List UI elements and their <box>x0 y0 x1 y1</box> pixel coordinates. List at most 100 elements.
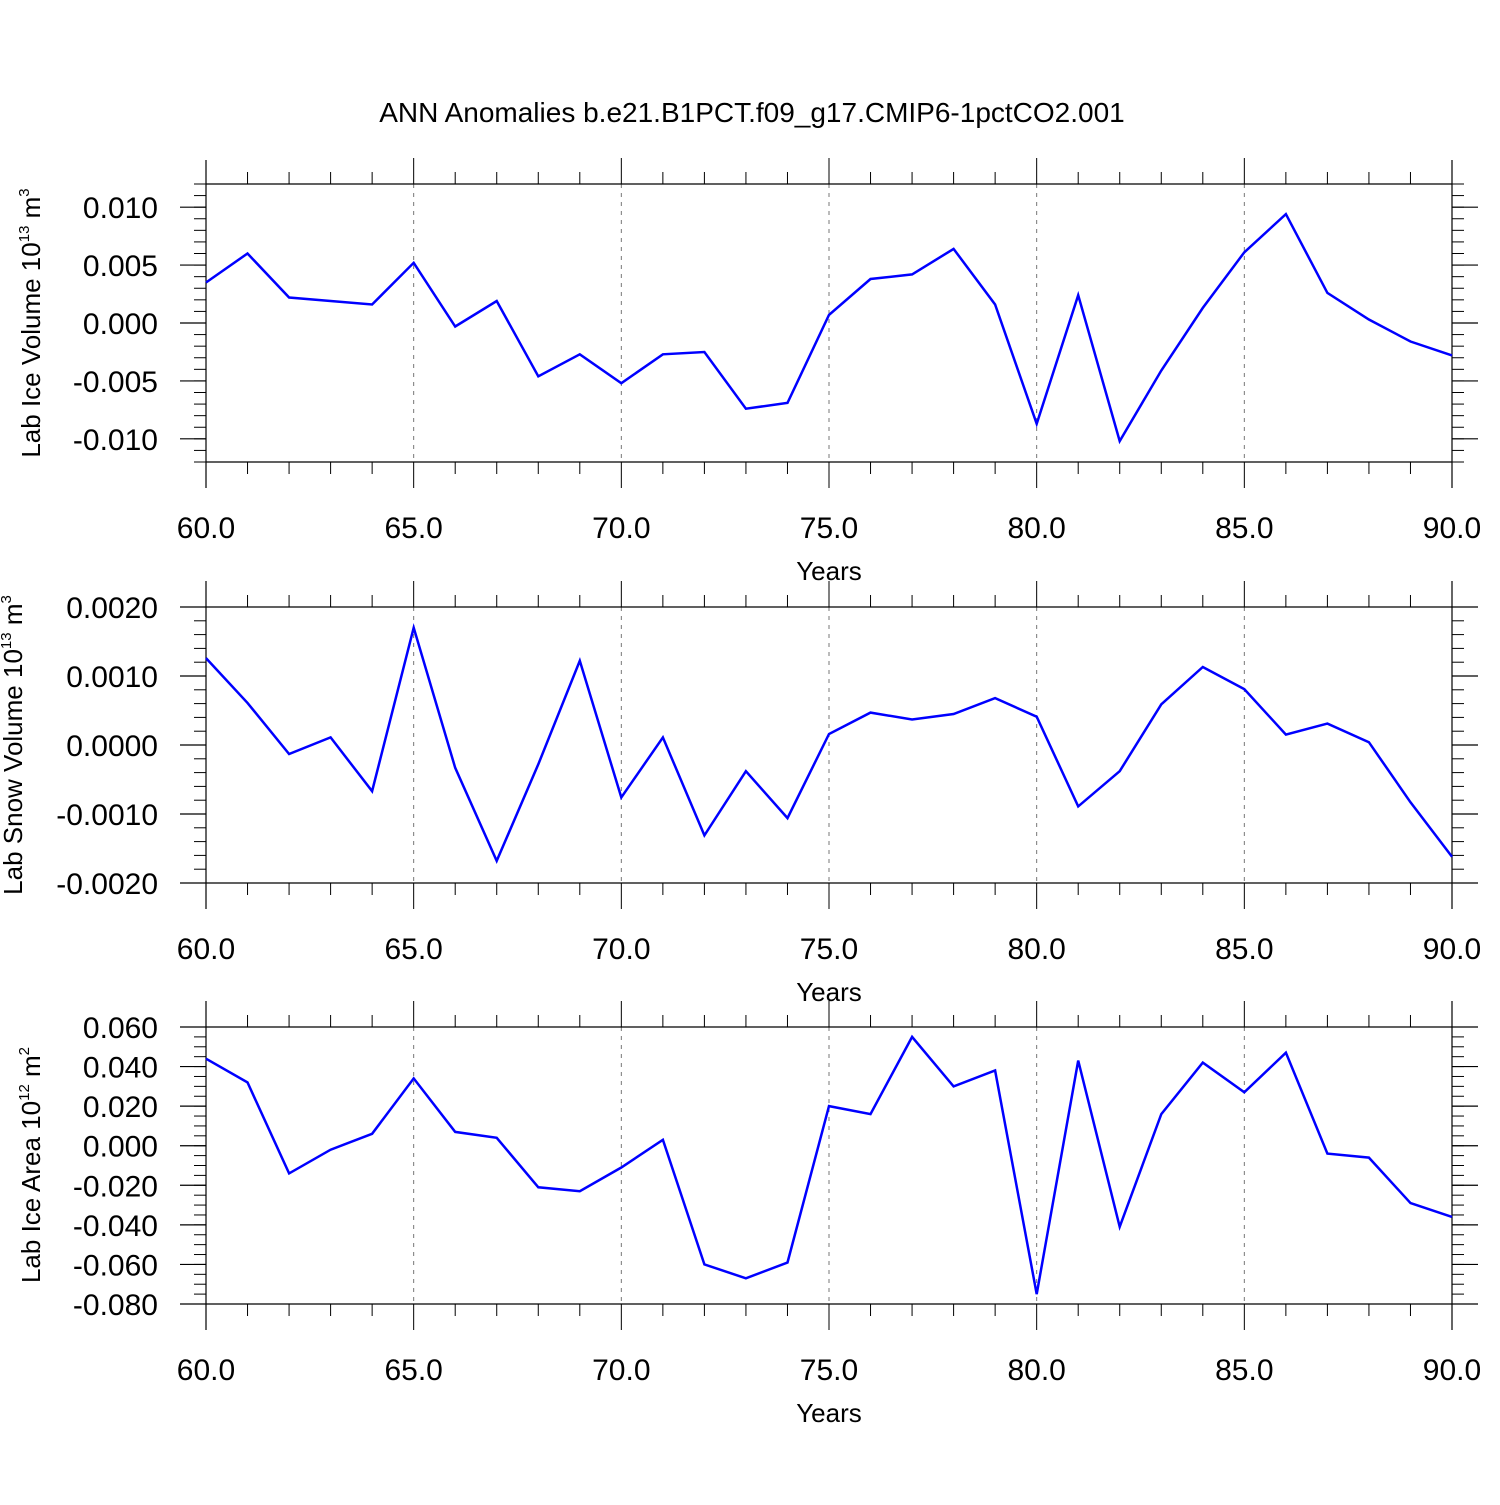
data-point <box>205 281 207 283</box>
data-point <box>496 1137 498 1139</box>
data-point <box>828 1105 830 1107</box>
data-point <box>579 660 581 662</box>
data-point <box>1160 1113 1162 1115</box>
data-point <box>1243 688 1245 690</box>
x-tick-label: 80.0 <box>1007 1354 1065 1387</box>
x-tick-label: 65.0 <box>384 1354 442 1387</box>
data-point <box>371 1133 373 1135</box>
data-point <box>246 252 248 254</box>
data-point <box>1368 1156 1370 1158</box>
chart-panel-2: 0.0020 0.0010 0.0000 -0.0010 -0.0020 60.0 65.0… <box>0 581 1481 1007</box>
data-point <box>828 733 830 735</box>
data-point <box>1326 1152 1328 1154</box>
data-point <box>371 790 373 792</box>
x-tick-label: 70.0 <box>592 1354 650 1387</box>
data-point <box>869 711 871 713</box>
data-point <box>1285 733 1287 735</box>
data-point <box>1119 1226 1121 1228</box>
data-point <box>454 1131 456 1133</box>
data-point <box>454 767 456 769</box>
data-point <box>869 1113 871 1115</box>
x-tick-label: 85.0 <box>1215 512 1273 545</box>
series-line <box>205 212 1453 445</box>
x-tick-label: 75.0 <box>800 512 858 545</box>
y-tick-label: -0.0020 <box>56 868 158 901</box>
data-point <box>745 408 747 410</box>
data-point <box>537 1186 539 1188</box>
data-point <box>786 402 788 404</box>
data-point <box>1160 369 1162 371</box>
y-axis-label: Lab Ice Area 1012 m2 <box>16 1047 46 1283</box>
data-point <box>994 1069 996 1071</box>
data-point <box>620 1166 622 1168</box>
chart-panel-1: 0.010 0.005 0.000 -0.005 -0.010 60.0 65.0 70.0 7… <box>16 158 1481 586</box>
y-tick-label: 0.005 <box>83 250 158 283</box>
y-axis-label: Lab Ice Volume 1013 m3 <box>16 188 46 457</box>
y-tick-label: 0.0010 <box>66 661 158 694</box>
y-tick-label: 0.000 <box>83 308 158 341</box>
y-tick-label: 0.0020 <box>66 592 158 625</box>
data-point <box>246 1081 248 1083</box>
x-tick-label: 70.0 <box>592 512 650 545</box>
chart-panel-3: 0.060 0.040 0.020 0.000 -0.020 -0.040 -0.060 -0… <box>16 1001 1481 1428</box>
data-point <box>205 657 207 659</box>
data-point <box>329 300 331 302</box>
data-point <box>496 300 498 302</box>
data-point <box>579 1190 581 1192</box>
data-point <box>454 325 456 327</box>
data-point <box>994 697 996 699</box>
data-point <box>1451 856 1453 858</box>
y-tick-label: 0.010 <box>83 192 158 225</box>
x-tick-label: 90.0 <box>1423 933 1481 966</box>
data-point <box>1160 703 1162 705</box>
data-point <box>1243 1091 1245 1093</box>
y-tick-label: 0.020 <box>83 1091 158 1124</box>
data-point <box>288 296 290 298</box>
x-tick-label: 70.0 <box>592 933 650 966</box>
data-point <box>869 278 871 280</box>
data-point <box>537 763 539 765</box>
data-point <box>620 382 622 384</box>
y-tick-label: -0.060 <box>73 1249 158 1282</box>
data-point <box>786 1261 788 1263</box>
data-point <box>412 1077 414 1079</box>
data-point <box>1035 1293 1037 1295</box>
y-tick-label: -0.005 <box>73 366 158 399</box>
x-axis-label: Years <box>796 1398 862 1428</box>
y-tick-label: -0.040 <box>73 1210 158 1243</box>
series-line <box>205 622 1453 865</box>
data-point <box>412 627 414 629</box>
data-point <box>662 1139 664 1141</box>
y-tick-label: -0.0010 <box>56 799 158 832</box>
data-point <box>1326 722 1328 724</box>
data-point <box>1202 307 1204 309</box>
y-tick-label: 0.000 <box>83 1131 158 1164</box>
data-point <box>1368 741 1370 743</box>
data-point <box>579 353 581 355</box>
x-tick-label: 75.0 <box>800 933 858 966</box>
data-point <box>496 860 498 862</box>
data-point <box>952 1085 954 1087</box>
y-tick-label: -0.080 <box>73 1289 158 1322</box>
data-point <box>662 736 664 738</box>
x-tick-label: 90.0 <box>1423 512 1481 545</box>
y-tick-label: 0.0000 <box>66 730 158 763</box>
y-tick-label: 0.060 <box>83 1012 158 1045</box>
data-point <box>1119 440 1121 442</box>
data-point <box>1285 1052 1287 1054</box>
data-point <box>911 718 913 720</box>
x-tick-label: 90.0 <box>1423 1354 1481 1387</box>
x-tick-label: 60.0 <box>177 512 235 545</box>
data-point <box>952 248 954 250</box>
data-point <box>786 817 788 819</box>
data-point <box>412 262 414 264</box>
x-tick-label: 80.0 <box>1007 512 1065 545</box>
data-point <box>1119 770 1121 772</box>
data-point <box>745 1277 747 1279</box>
data-point <box>703 351 705 353</box>
data-point <box>911 273 913 275</box>
data-point <box>1035 423 1037 425</box>
x-tick-label: 80.0 <box>1007 933 1065 966</box>
data-point <box>1243 251 1245 253</box>
